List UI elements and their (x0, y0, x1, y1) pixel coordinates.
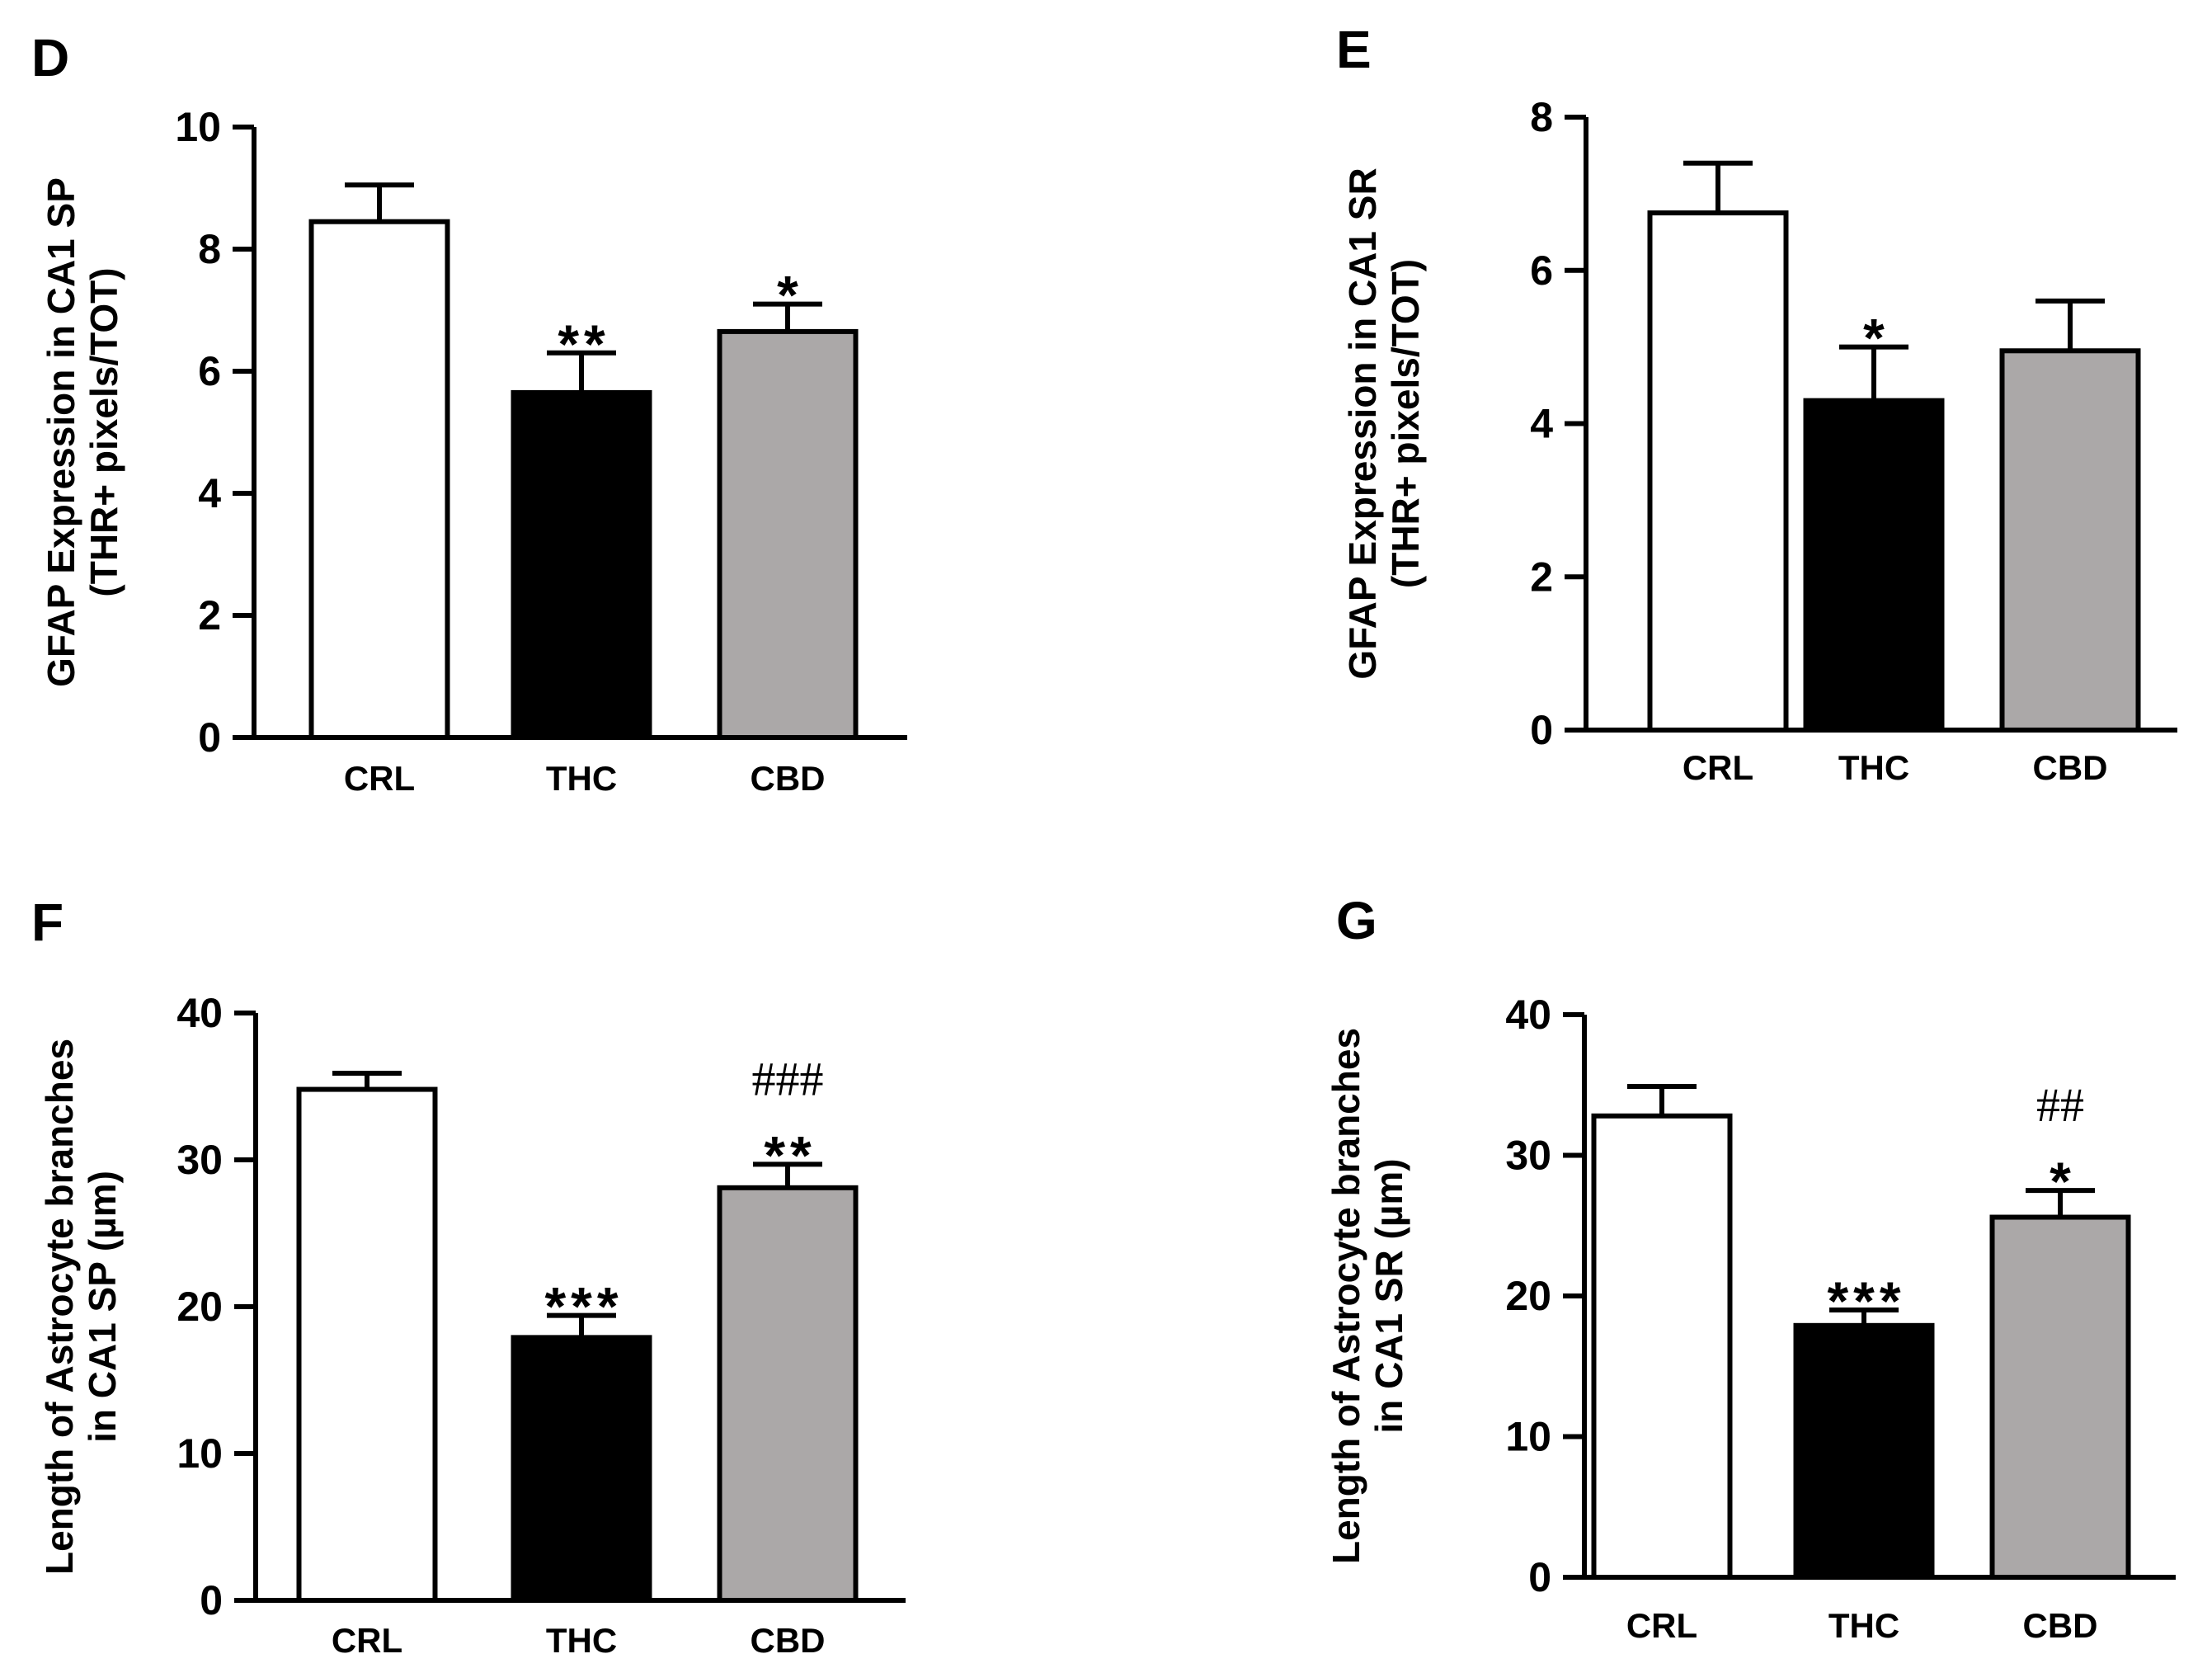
bar-cbd (717, 1185, 859, 1603)
y-tick-label: 40 (176, 990, 223, 1036)
chart-panel-e: E 0 2 4 6 8 GFAP Expression in CA1 SR (THR+ pix… (1336, 20, 2177, 787)
y-axis-title: Length of Astrocyte branches in CA1 SR (µ… (1325, 1028, 1410, 1564)
significance-stars-thc: *** (544, 1276, 623, 1337)
y-tick-label: 8 (198, 226, 221, 272)
bar-thc (511, 1335, 652, 1603)
y-axis-title-line: (THR+ pixels/TOT) (1384, 259, 1427, 588)
y-tick-label: 4 (1530, 401, 1553, 447)
y-tick-label: 10 (1505, 1414, 1551, 1460)
chart-panel-f: F 0 10 20 30 40 Length of Astrocyte branches in… (31, 893, 906, 1660)
chart-panel-d: D 0 2 4 6 8 10 GFAP Expression in CA1 SP (THR+ p… (31, 28, 907, 798)
panel-letter: F (31, 893, 64, 952)
x-tick-label-thc: THC (546, 759, 617, 798)
bar-crl (1591, 1113, 1733, 1580)
x-tick-label-cbd: CBD (751, 1621, 826, 1660)
y-axis-title-line: in CA1 SR (µm) (1367, 1158, 1410, 1433)
x-tick-label-cbd: CBD (751, 759, 826, 798)
bar-thc (1793, 1322, 1935, 1581)
x-tick-label-thc: THC (1838, 748, 1909, 787)
bar-cbd (717, 328, 859, 740)
y-tick-label: 8 (1530, 94, 1553, 140)
x-tick-label-thc: THC (546, 1621, 617, 1660)
y-tick-label: 30 (1505, 1133, 1551, 1179)
y-tick-label: 6 (1530, 247, 1553, 294)
y-axis-title-line: Length of Astrocyte branches (1325, 1028, 1367, 1564)
y-tick-label: 0 (1530, 707, 1553, 753)
y-tick-label: 10 (176, 1430, 223, 1477)
y-tick-label: 20 (1505, 1273, 1551, 1319)
y-axis-title: Length of Astrocyte branches in CA1 SP (µ… (38, 1039, 124, 1575)
bar-cbd (1989, 1214, 2131, 1581)
y-axis-title: GFAP Expression in CA1 SR (THR+ pixels/TO… (1341, 167, 1427, 679)
x-tick-label-cbd: CBD (2023, 1606, 2098, 1645)
y-axis-title-line: (THR+ pixels/TOT) (82, 267, 125, 596)
significance-stars-thc: ** (558, 313, 609, 375)
chart-panel-g: G 0 10 20 30 40 Length of Astrocyte branches in… (1325, 891, 2176, 1645)
y-tick-label: 6 (198, 348, 221, 394)
x-tick-label-crl: CRL (1683, 748, 1753, 787)
x-tick-label-crl: CRL (332, 1621, 402, 1660)
y-tick-label: 0 (198, 714, 221, 761)
y-tick-label: 20 (176, 1284, 223, 1330)
bar-thc (511, 389, 652, 740)
y-axis-title-line: in CA1 SP (µm) (81, 1171, 124, 1443)
y-axis-title: GFAP Expression in CA1 SP (THR+ pixels/TO… (40, 177, 125, 687)
y-tick-label: 2 (1530, 554, 1553, 600)
panel-letter: E (1336, 20, 1372, 79)
significance-hashes-cbd: ## (2036, 1078, 2084, 1132)
y-axis-title-line: GFAP Expression in CA1 SR (1341, 167, 1384, 679)
y-tick-label: 4 (198, 470, 221, 516)
bar-crl (308, 219, 450, 740)
significance-stars-cbd: ** (764, 1124, 816, 1185)
y-axis-title-line: Length of Astrocyte branches (38, 1039, 81, 1575)
bar-crl (1647, 210, 1789, 733)
x-tick-label-thc: THC (1828, 1606, 1899, 1645)
y-tick-label: 0 (1528, 1554, 1551, 1600)
x-tick-label-crl: CRL (1626, 1606, 1697, 1645)
significance-stars-thc: *** (1827, 1270, 1905, 1331)
bar-crl (296, 1086, 438, 1604)
panel-letter: G (1336, 891, 1377, 950)
significance-stars-thc: * (1863, 308, 1890, 369)
x-tick-label-crl: CRL (344, 759, 415, 798)
y-tick-label: 10 (175, 104, 221, 150)
y-tick-label: 30 (176, 1137, 223, 1183)
x-tick-label-cbd: CBD (2033, 748, 2108, 787)
significance-hashes-cbd: ### (752, 1052, 824, 1105)
y-tick-label: 0 (200, 1577, 223, 1623)
y-tick-label: 2 (198, 592, 221, 638)
bar-cbd (1999, 348, 2141, 733)
y-tick-label: 40 (1505, 992, 1551, 1038)
significance-stars-cbd: * (2050, 1151, 2076, 1212)
bar-thc (1803, 398, 1945, 733)
panel-letter: D (31, 28, 69, 87)
significance-stars-cbd: * (777, 265, 803, 326)
y-axis-title-line: GFAP Expression in CA1 SP (40, 177, 82, 687)
